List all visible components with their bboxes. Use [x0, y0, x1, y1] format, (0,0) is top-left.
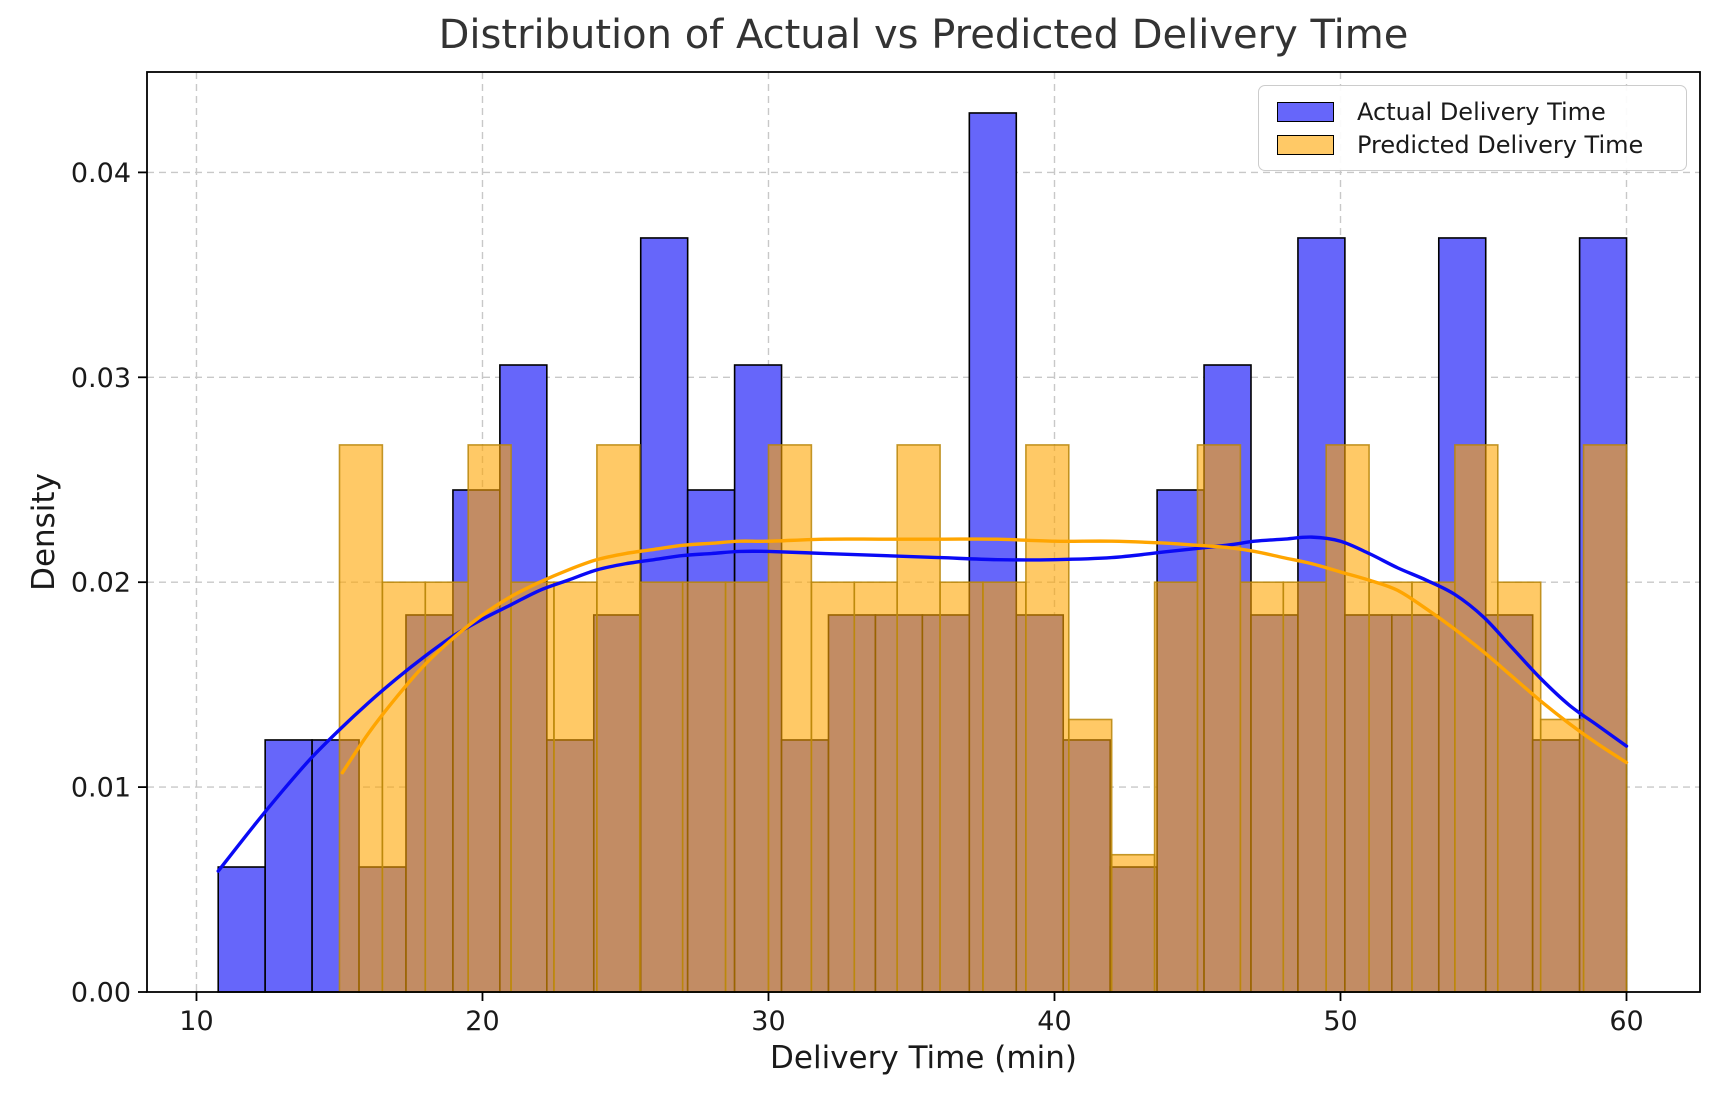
x-tick-label-50: 50: [1323, 1006, 1357, 1037]
bar-series1-bin10: [767, 444, 813, 993]
legend-swatch-actual: [1277, 101, 1334, 122]
bar-series1-bin12: [853, 581, 898, 993]
y-tick-label-0.00: 0.00: [71, 978, 131, 1009]
bar-series1-bin25: [1411, 581, 1456, 993]
legend: Actual Delivery Time Predicted Delivery …: [1258, 85, 1687, 171]
bar-series0-bin1: [264, 739, 313, 993]
bar-series1-bin8: [681, 581, 727, 993]
bar-series0-bin0: [217, 866, 266, 993]
x-tick-label-20: 20: [465, 1006, 499, 1037]
y-tick-label-0.03: 0.03: [71, 363, 131, 394]
bar-series1-bin13: [896, 444, 941, 993]
bar-series1-bin15: [982, 581, 1027, 993]
bar-series1-bin22: [1282, 581, 1327, 993]
bar-series1-bin0: [338, 444, 384, 993]
bar-series1-bin7: [638, 581, 684, 993]
y-tick-label-0.02: 0.02: [71, 568, 131, 599]
x-tick-label-10: 10: [179, 1006, 213, 1037]
kde-line-1: [340, 537, 1629, 775]
bar-series1-bin1: [381, 581, 427, 993]
y-tick-label-0.01: 0.01: [71, 773, 131, 804]
bar-series1-bin23: [1325, 444, 1370, 993]
bar-series1-bin17: [1067, 718, 1113, 993]
bar-series1-bin6: [596, 444, 641, 993]
bar-series1-bin24: [1368, 581, 1413, 993]
bar-series1-bin16: [1025, 444, 1070, 993]
bar-series1-bin20: [1196, 444, 1242, 993]
bar-series1-bin18: [1110, 853, 1156, 993]
chart-title: Distribution of Actual vs Predicted Deli…: [438, 12, 1409, 58]
legend-label-actual: Actual Delivery Time: [1357, 97, 1606, 126]
axes-spines: [146, 71, 1701, 993]
bar-series1-bin29: [1582, 444, 1628, 993]
bar-series1-bin27: [1496, 581, 1542, 993]
legend-item-actual: Actual Delivery Time: [1277, 100, 1668, 124]
bar-series1-bin9: [724, 581, 770, 993]
bar-series1-bin4: [510, 581, 555, 993]
bar-series1-bin5: [553, 581, 598, 993]
bar-series1-bin3: [467, 444, 512, 993]
y-tick-label-0.04: 0.04: [71, 158, 131, 189]
legend-item-predicted: Predicted Delivery Time: [1277, 133, 1668, 157]
bar-series1-bin26: [1454, 444, 1499, 993]
bar-series1-bin11: [810, 581, 856, 993]
legend-label-predicted: Predicted Delivery Time: [1357, 130, 1644, 159]
x-tick-label-40: 40: [1037, 1006, 1071, 1037]
bar-series1-bin21: [1239, 581, 1285, 993]
x-tick-label-30: 30: [751, 1006, 785, 1037]
x-axis-label: Delivery Time (min): [770, 1040, 1077, 1076]
bar-series1-bin19: [1153, 581, 1199, 993]
y-axis-label: Density: [26, 473, 62, 591]
kde-line-0: [216, 535, 1629, 873]
x-tick-label-60: 60: [1609, 1006, 1643, 1037]
bar-series1-bin14: [939, 581, 984, 993]
legend-swatch-predicted: [1277, 134, 1334, 155]
bar-series1-bin28: [1539, 718, 1585, 993]
